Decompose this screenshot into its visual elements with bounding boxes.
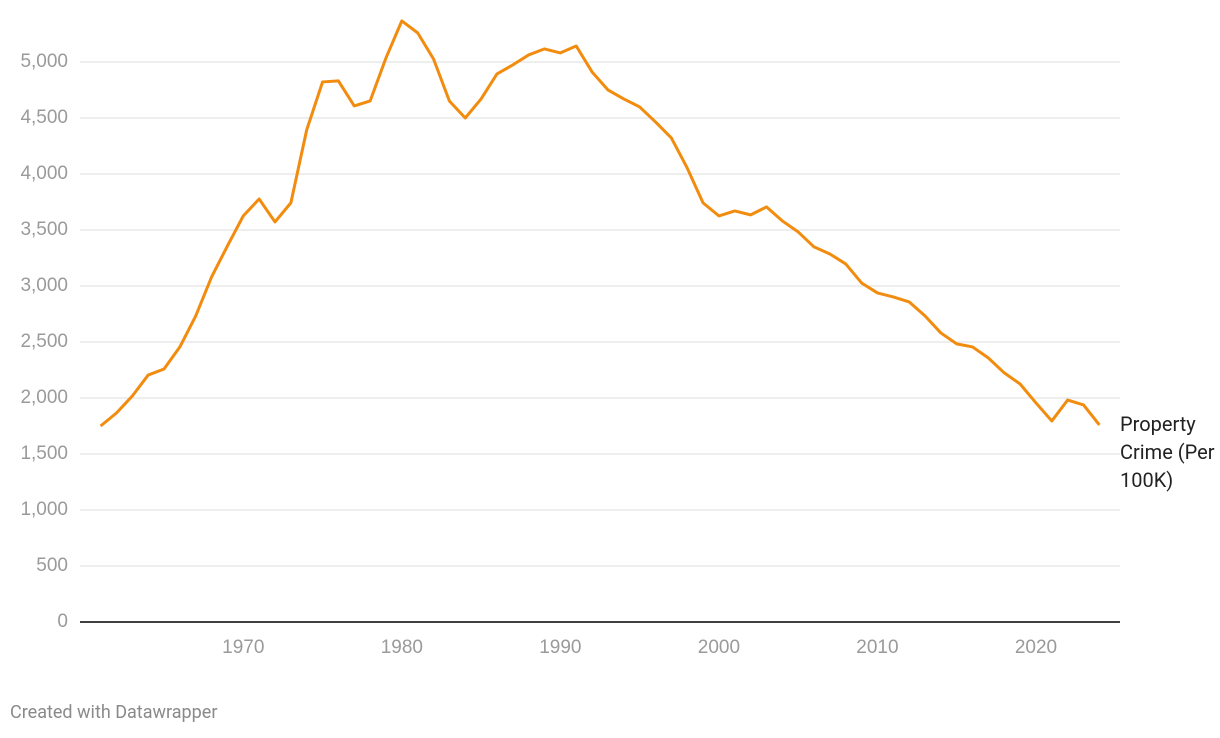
x-tick-label: 2010 — [856, 637, 898, 658]
x-tick-label: 1980 — [381, 637, 423, 658]
series-label: Property Crime (Per 100K) — [1120, 412, 1215, 492]
y-tick-label: 1,500 — [20, 443, 68, 464]
y-tick-label: 500 — [36, 555, 68, 576]
y-tick-label: 4,500 — [20, 107, 68, 128]
y-tick-label: 5,000 — [20, 51, 68, 72]
y-tick-label: 2,500 — [20, 331, 68, 352]
x-tick-label: 1990 — [539, 637, 581, 658]
y-tick-label: 3,500 — [20, 219, 68, 240]
y-tick-label: 3,000 — [20, 275, 68, 296]
y-tick-label: 4,000 — [20, 163, 68, 184]
y-tick-label: 1,000 — [20, 499, 68, 520]
credit: Created with Datawrapper — [10, 702, 218, 723]
data-line — [99, 19, 1101, 428]
x-tick-label: 2000 — [698, 637, 740, 658]
y-tick-label: 0 — [57, 611, 68, 632]
x-tick-label: 2020 — [1015, 637, 1057, 658]
y-tick-label: 2,000 — [20, 387, 68, 408]
x-tick-label: 1970 — [222, 637, 264, 658]
